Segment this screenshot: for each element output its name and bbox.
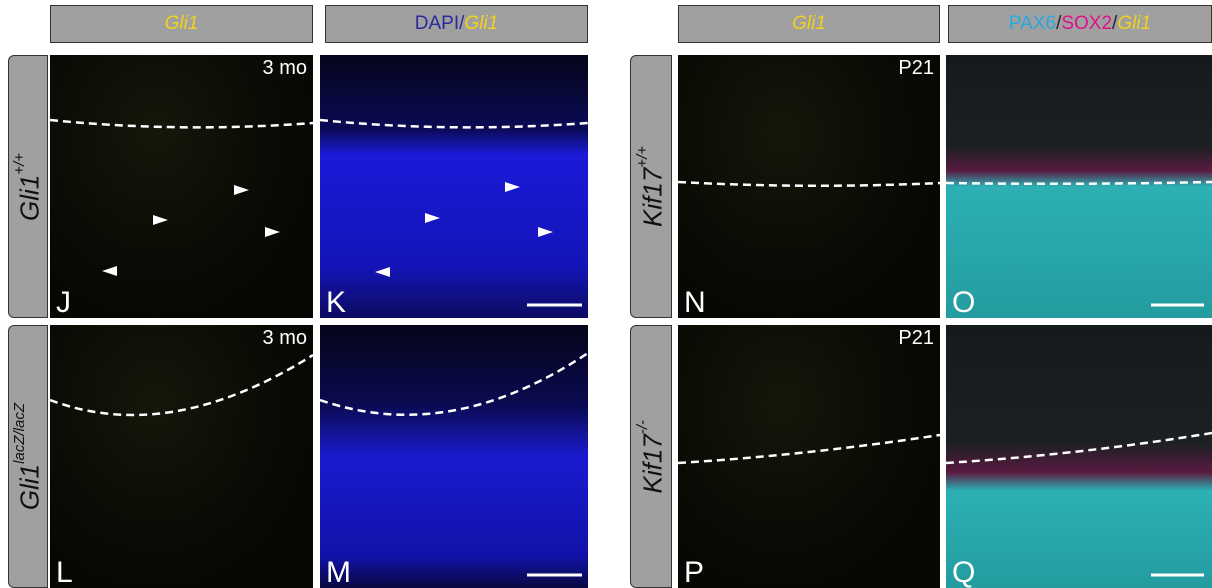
row-label: Gli1lacZ/lacZ — [8, 325, 48, 588]
header-text: Gli1 — [1117, 13, 1151, 35]
row-label: Kif17+/+ — [630, 55, 672, 318]
panel-letter: K — [326, 286, 346, 318]
row-label-sup: +/+ — [11, 153, 28, 175]
micrograph: 3 mo J — [50, 55, 313, 318]
column-header: PAX6/SOX2/Gli1 — [948, 5, 1212, 43]
row-label-sup: lacZ/lacZ — [11, 403, 28, 464]
panel-note: 3 mo — [263, 327, 307, 350]
panel-note: P21 — [898, 57, 934, 80]
row-label-text: Kif17 — [637, 434, 667, 493]
column-header: Gli1 — [50, 5, 313, 43]
row-label: Gli1+/+ — [8, 55, 48, 318]
panel-letter: Q — [952, 556, 975, 588]
header-text: PAX6 — [1009, 13, 1056, 35]
header-text: DAPI/ — [415, 13, 465, 35]
micrograph: Q — [946, 325, 1212, 588]
column-header: Gli1 — [678, 5, 940, 43]
micrograph: O — [946, 55, 1212, 318]
panel-letter: P — [684, 556, 704, 588]
panel-note: P21 — [898, 327, 934, 350]
micrograph: M — [320, 325, 588, 588]
column-header: DAPI/Gli1 — [325, 5, 588, 43]
micrograph: K — [320, 55, 588, 318]
row-label-sup: -/- — [634, 420, 651, 434]
header-text: Gli1 — [464, 13, 498, 35]
row-label-text: Gli1 — [14, 464, 44, 510]
header-text: SOX2 — [1061, 13, 1112, 35]
figure: Gli1 DAPI/Gli1 Gli1 PAX6/SOX2/Gli1 Gli1+… — [0, 0, 1212, 588]
row-label-text: Gli1 — [14, 174, 44, 220]
micrograph: 3 mo L — [50, 325, 313, 588]
panel-letter: J — [56, 286, 71, 318]
micrograph: P21 P — [678, 325, 940, 588]
panel-note: 3 mo — [263, 57, 307, 80]
header-text: Gli1 — [165, 13, 199, 35]
panel-letter: O — [952, 286, 975, 318]
row-label-text: Kif17 — [637, 168, 667, 227]
header-text: Gli1 — [792, 13, 826, 35]
row-label-sup: +/+ — [634, 146, 651, 168]
micrograph: P21 N — [678, 55, 940, 318]
row-label: Kif17-/- — [630, 325, 672, 588]
panel-letter: L — [56, 556, 73, 588]
panel-letter: N — [684, 286, 706, 318]
panel-letter: M — [326, 556, 351, 588]
